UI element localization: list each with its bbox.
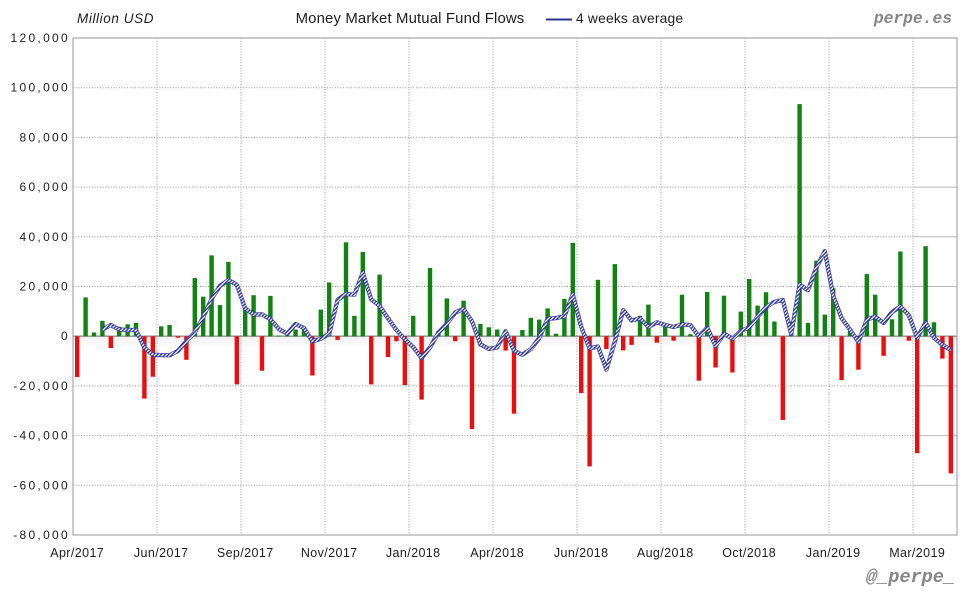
svg-text:4 weeks average: 4 weeks average [576, 11, 683, 26]
svg-text:Jan/2018: Jan/2018 [386, 546, 441, 560]
svg-text:Jun/2018: Jun/2018 [554, 546, 609, 560]
svg-text:0: 0 [61, 329, 70, 343]
svg-text:20,000: 20,000 [19, 280, 70, 294]
svg-text:Apr/2017: Apr/2017 [50, 546, 104, 560]
svg-text:perpe.es: perpe.es [873, 9, 952, 28]
svg-text:Aug/2018: Aug/2018 [637, 546, 694, 560]
svg-text:100,000: 100,000 [11, 81, 70, 95]
svg-text:40,000: 40,000 [19, 230, 70, 244]
svg-text:Money Market Mutual Fund Flows: Money Market Mutual Fund Flows [296, 11, 525, 27]
svg-text:Sep/2017: Sep/2017 [217, 546, 274, 560]
svg-text:Apr/2018: Apr/2018 [470, 546, 524, 560]
svg-text:Jun/2017: Jun/2017 [134, 546, 189, 560]
svg-text:Nov/2017: Nov/2017 [301, 546, 358, 560]
svg-text:120,000: 120,000 [11, 31, 70, 45]
svg-text:Jan/2019: Jan/2019 [806, 546, 861, 560]
svg-text:-60,000: -60,000 [13, 478, 70, 492]
svg-text:@_perpe_: @_perpe_ [866, 567, 955, 588]
svg-text:-20,000: -20,000 [13, 379, 70, 393]
svg-text:-40,000: -40,000 [13, 429, 70, 443]
svg-text:Oct/2018: Oct/2018 [722, 546, 776, 560]
svg-text:-80,000: -80,000 [13, 528, 70, 542]
svg-text:60,000: 60,000 [19, 180, 70, 194]
svg-text:Mar/2019: Mar/2019 [889, 546, 945, 560]
svg-text:80,000: 80,000 [19, 130, 70, 144]
svg-text:Million USD: Million USD [77, 11, 154, 26]
